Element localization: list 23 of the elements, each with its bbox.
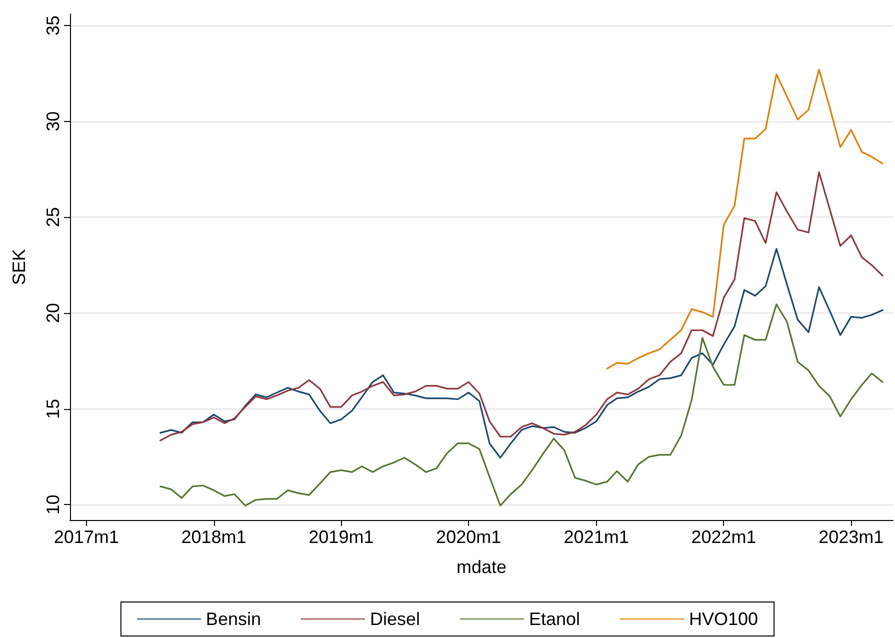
legend-label: Bensin	[206, 609, 261, 629]
line-series	[606, 68, 884, 370]
x-tick-label: 2018m1	[181, 527, 246, 547]
y-tick-label: 20	[43, 302, 63, 324]
line-series	[160, 248, 884, 459]
x-tick-label: 2020m1	[436, 527, 502, 547]
y-tick-label: 15	[43, 398, 63, 419]
y-tick-label: 30	[43, 111, 63, 132]
line-series	[160, 304, 884, 506]
x-axis-title: mdate	[456, 557, 507, 577]
y-axis-title: SEK	[9, 248, 29, 286]
x-tick-label: 2017m1	[54, 527, 119, 547]
x-tick-label: 2023m1	[818, 527, 884, 547]
y-tick-label: 10	[43, 494, 63, 515]
legend-label: Diesel	[370, 609, 420, 629]
y-tick-label: 25	[43, 207, 63, 228]
x-tick-label: 2022m1	[691, 527, 756, 547]
line-series	[160, 171, 884, 442]
x-tick-label: 2021m1	[564, 527, 629, 547]
y-tick-label: 35	[43, 15, 63, 36]
legend-label: Etanol	[528, 609, 580, 629]
legend-label: HVO100	[689, 609, 758, 629]
x-tick-label: 2019m1	[308, 527, 374, 547]
